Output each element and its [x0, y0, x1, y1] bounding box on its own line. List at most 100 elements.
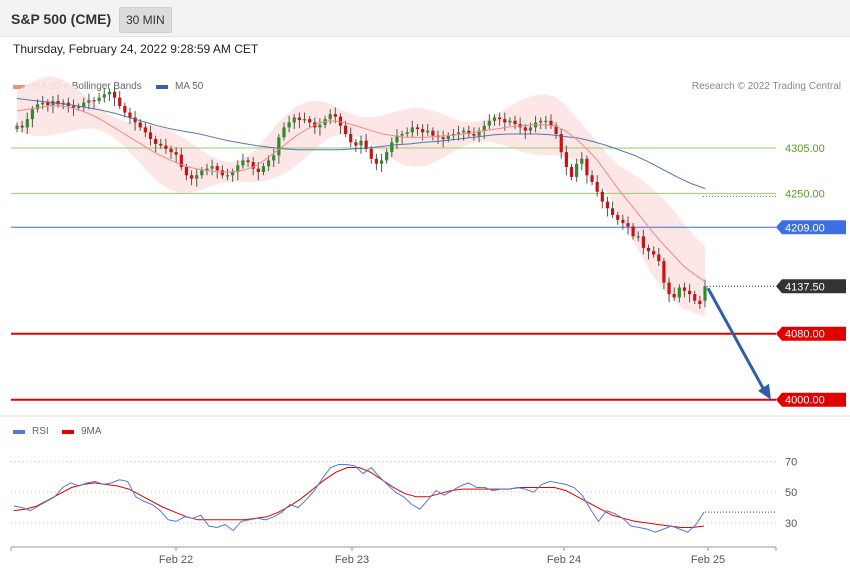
candle-body [333, 114, 337, 117]
candle-body [200, 170, 204, 176]
candle-body [559, 133, 563, 153]
x-tick-label: Feb 23 [335, 554, 369, 566]
candle-body [148, 132, 153, 139]
candle-body [154, 138, 158, 144]
candle-body [390, 142, 394, 153]
rsi-ma-swatch [62, 429, 74, 434]
candle-body [159, 143, 163, 146]
candle-body [703, 286, 707, 301]
candle-body [272, 155, 276, 161]
candle-body [328, 114, 332, 120]
candle-body [513, 120, 517, 125]
candle-body [256, 168, 260, 172]
candle-body [128, 112, 132, 118]
candle-body [308, 119, 312, 123]
candle-body [15, 125, 19, 130]
candle-body [354, 142, 358, 146]
candle-body [343, 125, 348, 134]
x-tick-label: Feb 25 [691, 554, 725, 566]
candle-body [30, 109, 35, 120]
candle-body [441, 137, 445, 139]
candle-body [338, 116, 343, 126]
candle-body [225, 175, 230, 177]
candle-body [605, 201, 610, 209]
support-level-label: 4080.00 [785, 329, 825, 341]
candle-body [498, 117, 502, 120]
candle-body [400, 133, 404, 136]
x-tick-label: Feb 24 [547, 554, 581, 566]
candle-body [575, 163, 579, 177]
candle-body [636, 236, 640, 238]
candle-body [554, 125, 558, 134]
last-level-tag [776, 279, 846, 294]
candle-body [71, 105, 76, 108]
candle-body [672, 294, 676, 298]
candle-body [667, 282, 671, 295]
candle-body [467, 130, 471, 134]
support-level-label: 4000.00 [785, 395, 825, 407]
candle-body [662, 261, 666, 283]
candle-body [379, 160, 384, 164]
candle-body [564, 152, 568, 168]
timestamp: Thursday, February 24, 2022 9:28:59 AM C… [13, 42, 259, 56]
candle-body [385, 152, 389, 161]
candle-body [585, 158, 589, 176]
candle-body [569, 167, 574, 177]
candle-body [302, 119, 307, 121]
resistance-level-label: 4305.00 [785, 143, 825, 155]
candle-body [677, 287, 681, 298]
forecast-arrow [706, 287, 771, 400]
candle-body [528, 127, 533, 131]
candle-body [595, 181, 599, 192]
candle-body [118, 97, 122, 106]
candle-body [61, 102, 65, 105]
candle-body [369, 148, 373, 159]
candle-body [164, 145, 168, 149]
candle-body [236, 165, 240, 172]
candlesticks [15, 86, 707, 309]
ma50-swatch [156, 84, 168, 89]
support-level-tag [776, 326, 846, 341]
candle-body [472, 133, 476, 136]
rsi-tick-label: 30 [785, 518, 797, 530]
candle-body [405, 132, 409, 134]
candle-body [92, 100, 96, 102]
rsi-ma-line [13, 467, 705, 528]
candle-body [600, 191, 604, 202]
candle-body [616, 214, 620, 220]
rsi-legend-label: RSI [32, 426, 49, 437]
time-axis: Feb 22 Feb 23 Feb 24 Feb 25 [10, 546, 777, 566]
candle-body [210, 166, 214, 169]
candle-body [297, 117, 301, 120]
candle-body [646, 247, 651, 252]
candle-body [220, 170, 224, 176]
rsi-swatch [13, 429, 25, 434]
candle-body [97, 97, 101, 101]
last-level-label: 4137.50 [785, 281, 825, 293]
candle-body [580, 158, 584, 164]
candle-body [492, 117, 497, 121]
candle-body [359, 140, 363, 146]
candle-body [107, 91, 112, 95]
candle-body [523, 127, 527, 131]
bollinger-bands [17, 76, 705, 317]
rsi-tick-label: 50 [785, 487, 797, 499]
candle-body [292, 117, 296, 123]
candle-body [133, 117, 137, 123]
candle-body [87, 100, 91, 103]
candle-body [41, 102, 45, 105]
ma20-line [16, 105, 706, 283]
rsi-tick-label: 70 [785, 456, 797, 468]
candle-body [282, 127, 286, 138]
candle-body [462, 130, 466, 133]
candle-body [174, 152, 178, 155]
candle-body [277, 137, 281, 156]
candle-body [123, 105, 127, 113]
candle-body [179, 154, 183, 168]
rsi-ma-legend-label: 9MA [81, 426, 102, 437]
interval-button[interactable]: 30 MIN [119, 7, 172, 33]
rsi-ma-legend: 9MA [62, 426, 102, 437]
candle-body [508, 120, 512, 123]
candle-body [261, 166, 266, 172]
